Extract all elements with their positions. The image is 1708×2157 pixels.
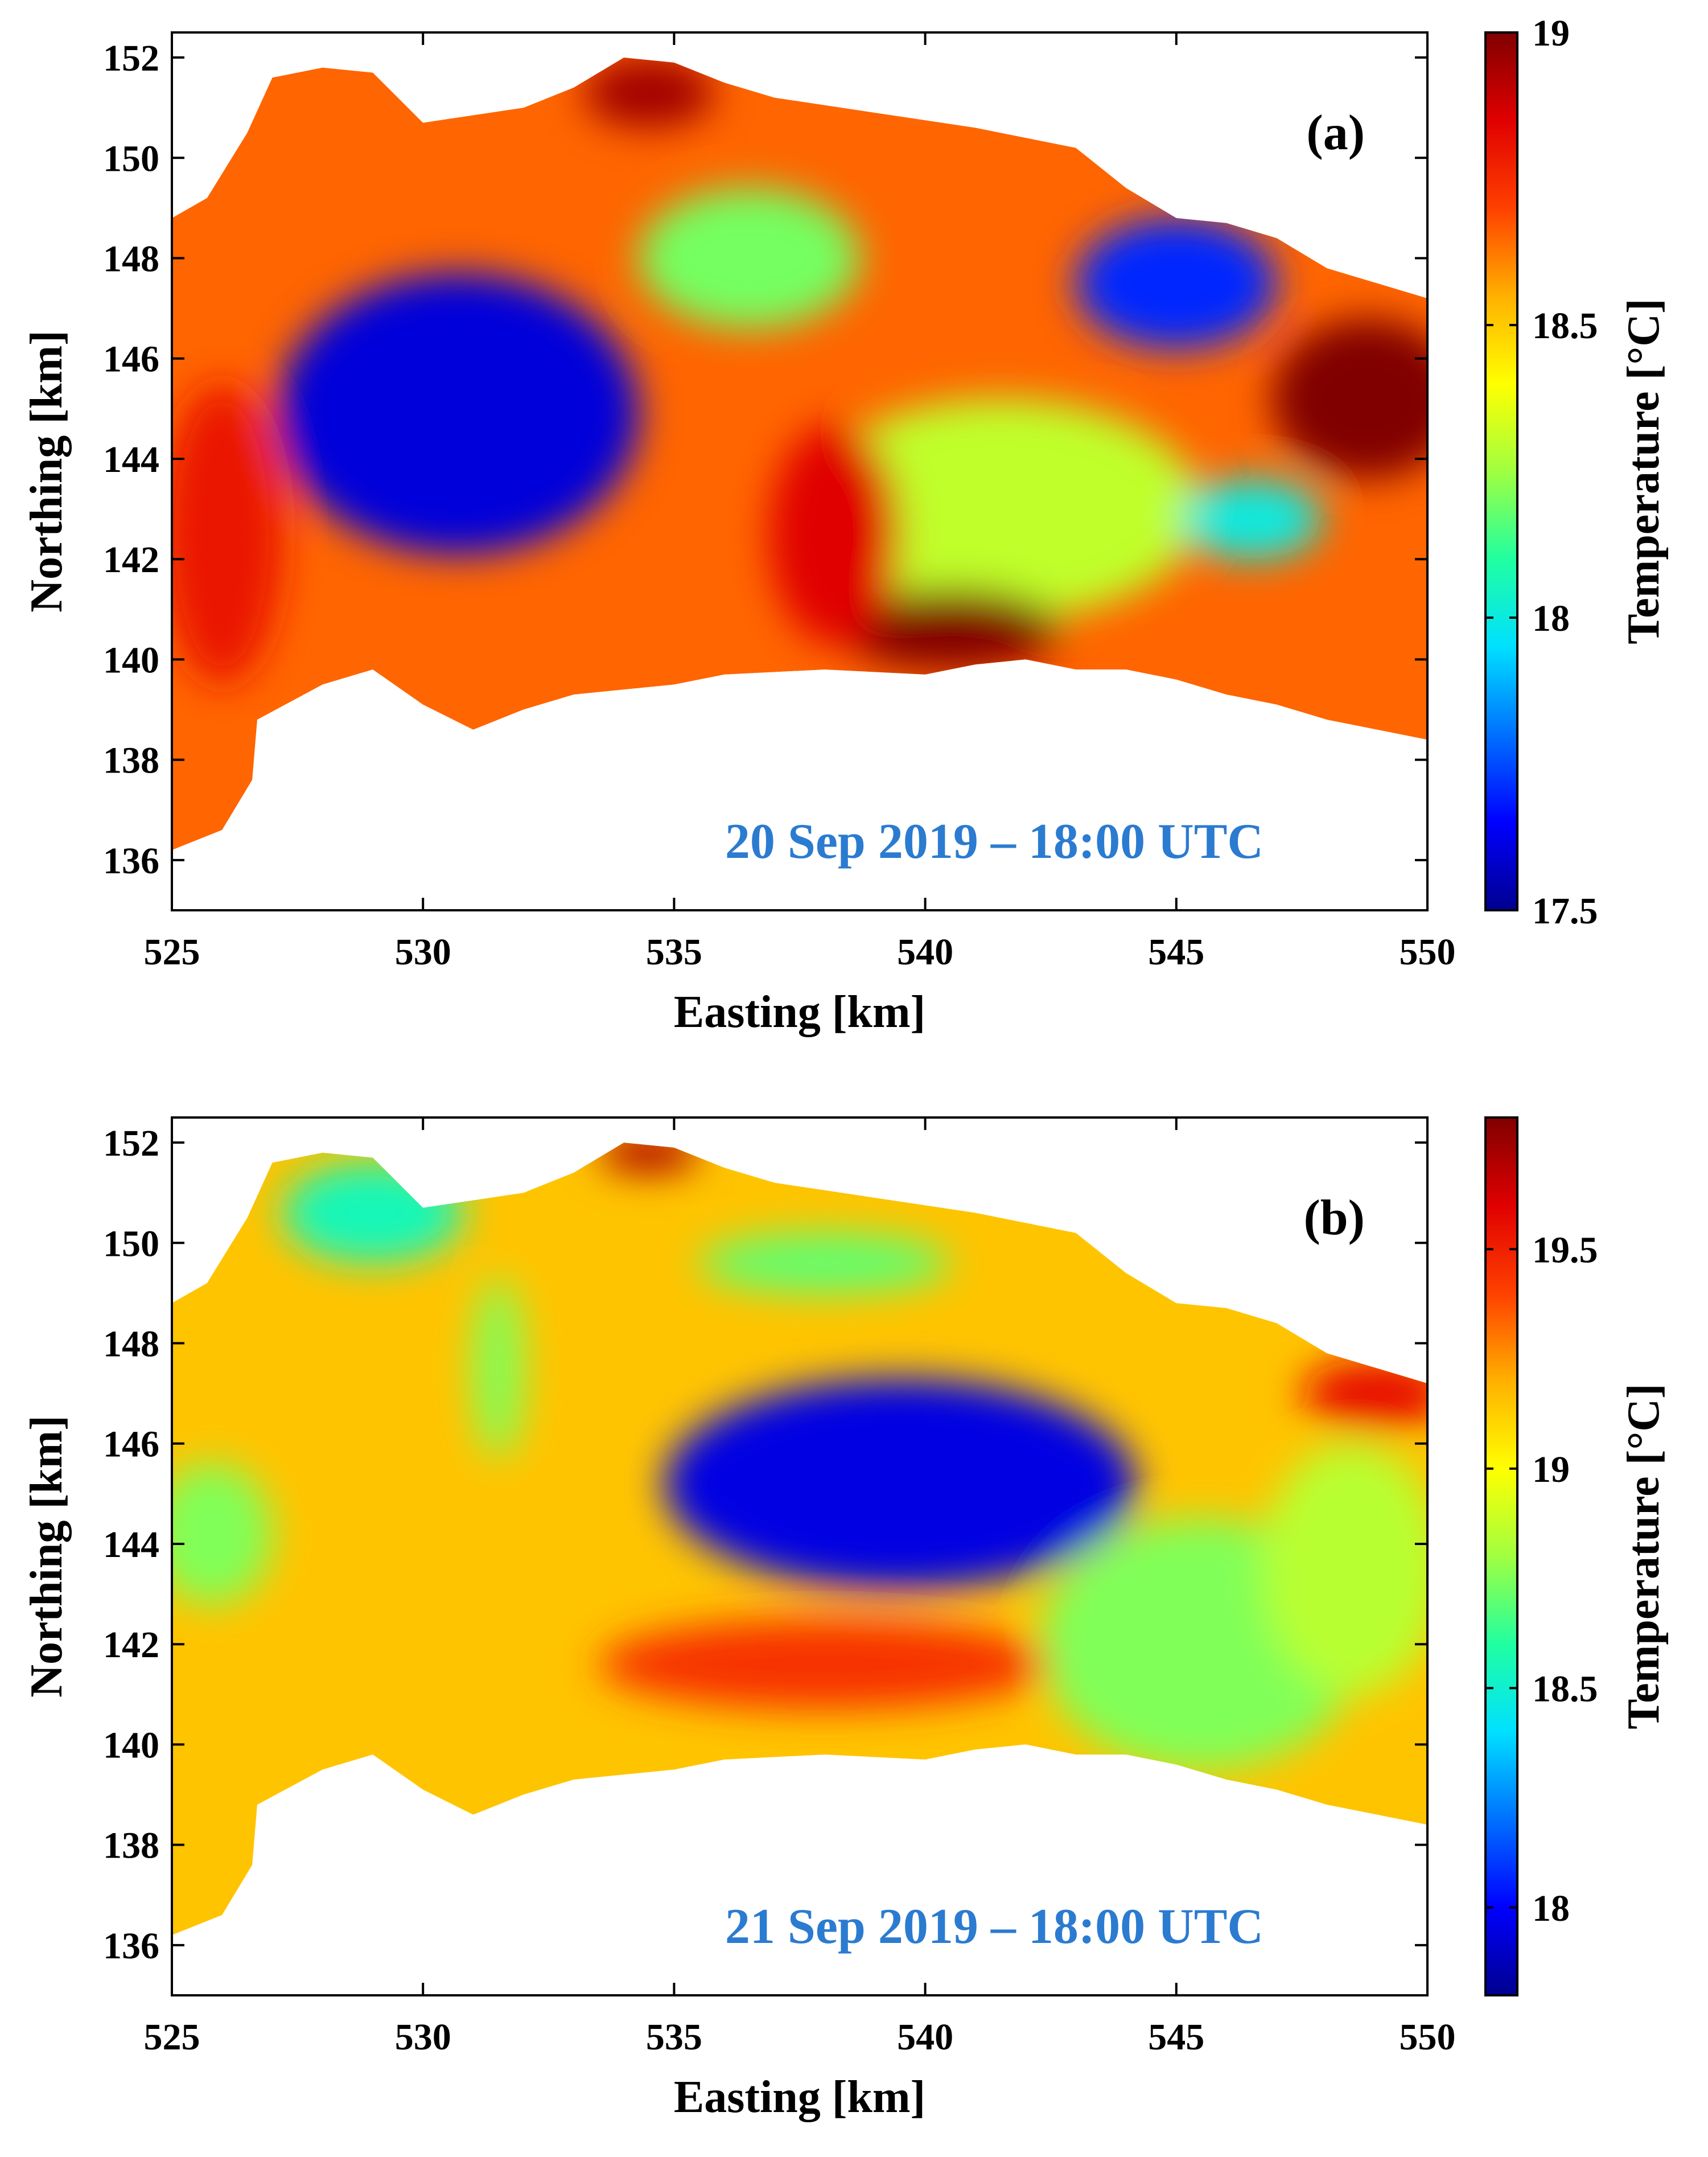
x-axis-label: Easting [km] <box>674 987 925 1037</box>
colorbar-label: Temperature [°C] <box>1619 298 1669 644</box>
y-axis-label: Northing [km] <box>22 330 72 613</box>
colorbar-tick-label: 18.5 <box>1532 305 1598 347</box>
panel-b: 525 530 535 540 545 550 136 138 140 142 144 146 148 1… <box>22 1116 1669 2122</box>
x-tick-label: 540 <box>897 2016 953 2058</box>
colorbar-tick-label: 19 <box>1532 13 1570 54</box>
panel-a: 525 530 535 540 545 550 136 138 140 142 144 146 148 1… <box>22 13 1669 1037</box>
y-tick-label: 140 <box>103 1724 159 1766</box>
x-tick-label: 530 <box>395 931 451 973</box>
y-tick-label: 152 <box>103 1123 159 1164</box>
x-axis-label: Easting [km] <box>674 2072 925 2122</box>
y-tick-label: 146 <box>103 1424 159 1465</box>
timestamp-annotation: 20 Sep 2019 – 18:00 UTC <box>725 814 1263 869</box>
temperature-feature <box>599 1143 699 1173</box>
axes-frame <box>171 1116 1429 1996</box>
y-tick-label: 136 <box>103 840 159 882</box>
temperature-feature <box>1181 479 1322 560</box>
temperature-feature <box>664 1378 1137 1589</box>
field-features <box>172 57 1427 685</box>
colorbar-tick-label: 18 <box>1532 1888 1570 1929</box>
temperature-feature <box>1261 1443 1427 1695</box>
y-axis-label: Northing [km] <box>22 1415 72 1698</box>
y-tick-label: 146 <box>103 339 159 380</box>
temperature-feature <box>1076 218 1277 349</box>
temperature-feature <box>699 1232 950 1293</box>
timestamp-annotation: 21 Sep 2019 – 18:00 UTC <box>725 1899 1263 1954</box>
field-features <box>172 1143 1427 1770</box>
temperature-feature <box>172 1463 273 1604</box>
x-tick-label: 550 <box>1400 931 1456 973</box>
y-tick-label: 150 <box>103 1223 159 1264</box>
y-tick-label: 144 <box>103 439 159 480</box>
y-tick-label: 148 <box>103 239 159 280</box>
temperature-feature <box>172 383 283 685</box>
colorbar-tick-label: 18.5 <box>1532 1668 1598 1710</box>
x-tick-label: 525 <box>144 931 200 973</box>
temperature-feature <box>599 1619 1051 1710</box>
y-tick-label: 144 <box>103 1524 159 1566</box>
x-tick-label: 535 <box>646 2016 702 2058</box>
x-tick-label: 525 <box>144 2016 200 2058</box>
y-tick-label: 150 <box>103 138 159 179</box>
x-tick-label: 540 <box>897 931 953 973</box>
y-tick-label: 136 <box>103 1925 159 1967</box>
temperature-feature <box>800 398 1201 619</box>
y-tick-label: 152 <box>103 38 159 79</box>
colorbar-tick-label: 19.5 <box>1532 1229 1598 1271</box>
y-tick-label: 142 <box>103 539 159 581</box>
x-tick-label: 550 <box>1400 2016 1456 2058</box>
temperature-feature <box>1302 1358 1427 1429</box>
x-tick-label: 530 <box>395 2016 451 2058</box>
temperature-field <box>172 57 1427 851</box>
axes-frame <box>171 31 1429 911</box>
panel-label: (a) <box>1306 105 1365 161</box>
temperature-feature <box>769 424 900 644</box>
colorbar <box>1484 1116 1518 1996</box>
temperature-feature <box>277 273 639 554</box>
y-tick-label: 138 <box>103 1825 159 1867</box>
temperature-field <box>172 1143 1427 1936</box>
colorbar-tick-label: 18 <box>1532 598 1570 639</box>
x-tick-label: 535 <box>646 931 702 973</box>
temperature-feature <box>583 57 714 128</box>
temperature-feature <box>1271 318 1427 479</box>
temperature-feature <box>473 1277 524 1459</box>
y-tick-label: 148 <box>103 1324 159 1365</box>
colorbar <box>1484 31 1518 911</box>
y-tick-label: 138 <box>103 740 159 782</box>
x-tick-label: 545 <box>1148 931 1204 973</box>
panel-label: (b) <box>1303 1190 1365 1246</box>
colorbar-tick-label: 17.5 <box>1532 890 1598 932</box>
x-tick-label: 545 <box>1148 2016 1204 2058</box>
temperature-feature <box>282 1162 463 1263</box>
temperature-feature <box>839 589 1061 670</box>
y-tick-label: 142 <box>103 1624 159 1666</box>
temperature-feature <box>639 188 860 328</box>
y-tick-label: 140 <box>103 639 159 681</box>
colorbar-label: Temperature [°C] <box>1619 1383 1669 1729</box>
colorbar-tick-label: 19 <box>1532 1449 1570 1490</box>
